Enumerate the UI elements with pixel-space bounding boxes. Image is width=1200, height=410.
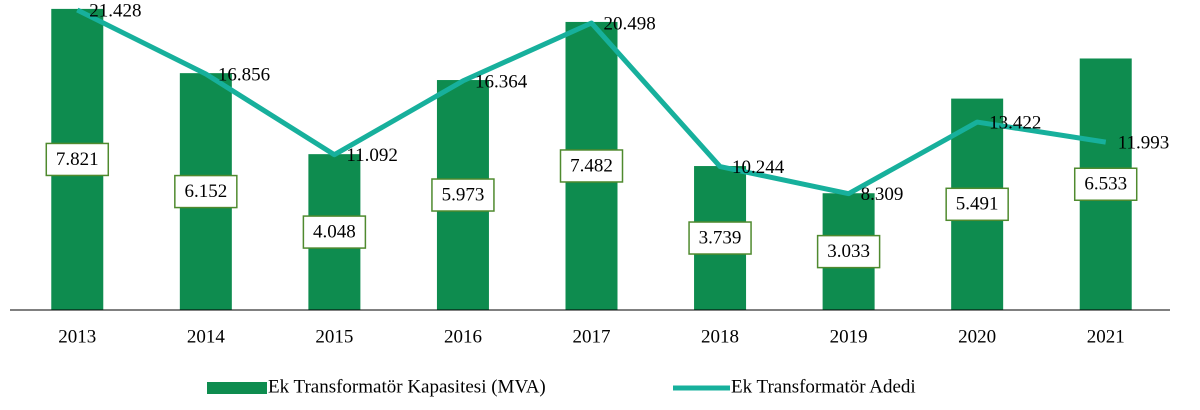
value-label: 16.364 (475, 71, 528, 92)
value-label: 7.482 (570, 155, 613, 176)
x-tick-label: 2018 (701, 326, 739, 347)
x-tick-label: 2019 (830, 326, 868, 347)
value-label: 13.422 (989, 112, 1041, 133)
x-tick-label: 2015 (315, 326, 353, 347)
legend-swatch (207, 382, 267, 394)
value-label: 10.244 (732, 157, 785, 178)
x-tick-label: 2021 (1087, 326, 1125, 347)
value-label: 8.309 (861, 184, 904, 205)
value-label: 5.973 (442, 184, 485, 205)
value-label: 11.993 (1118, 132, 1170, 153)
value-label-box (174, 174, 238, 209)
value-label: 6.152 (184, 181, 227, 202)
value-label: 20.498 (604, 13, 656, 34)
line (76, 7, 1107, 197)
x-tick-label: 2017 (573, 326, 611, 347)
value-label-box (688, 221, 752, 255)
value-label-box (945, 187, 1009, 222)
legend-label: Ek Transformatör Adedi (731, 376, 916, 397)
value-label-box (431, 178, 495, 212)
value-label-box (816, 234, 881, 269)
value-label-box (1073, 167, 1138, 201)
legend-label: Ek Transformatör Kapasitesi (MVA) (268, 376, 546, 397)
x-tick-label: 2016 (444, 326, 482, 347)
value-label: 5.491 (956, 194, 999, 215)
x-tick-label: 2020 (958, 326, 996, 347)
value-label-box (302, 215, 367, 249)
value-label-box (45, 142, 110, 177)
value-label: 11.092 (346, 145, 398, 166)
value-label: 21.428 (89, 0, 141, 21)
value-label: 3.739 (699, 227, 742, 248)
value-label: 3.033 (827, 241, 870, 262)
x-tick-label: 2014 (187, 326, 226, 347)
value-label: 4.048 (313, 221, 356, 242)
value-label: 7.821 (56, 149, 99, 170)
x-tick-label: 2013 (58, 326, 96, 347)
value-label: 6.533 (1084, 174, 1127, 195)
value-label: 16.856 (218, 64, 270, 85)
value-label-box (559, 149, 624, 183)
